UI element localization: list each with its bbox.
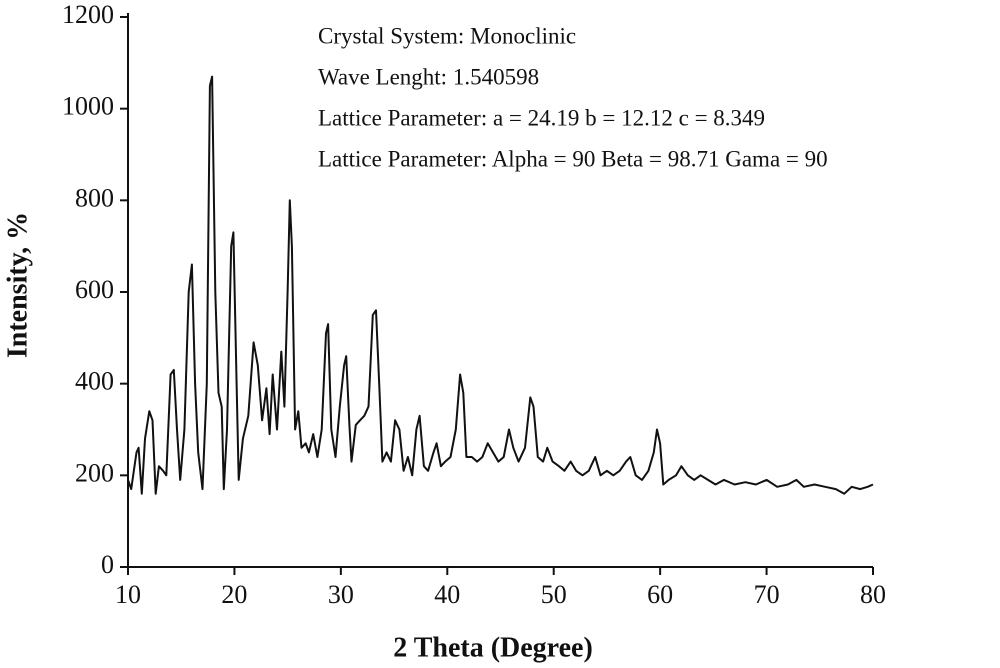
annotation: Wave Lenght: 1.540598 — [318, 64, 539, 89]
x-tick-label: 50 — [541, 580, 567, 609]
x-tick-label: 70 — [754, 580, 780, 609]
x-tick-label: 30 — [328, 580, 354, 609]
x-tick-label: 20 — [221, 580, 247, 609]
y-tick-label: 600 — [75, 275, 114, 304]
x-axis-title: 2 Theta (Degree) — [393, 632, 593, 663]
y-tick-label: 1200 — [62, 0, 114, 29]
line — [127, 75, 874, 495]
x-tick-label: 10 — [115, 580, 141, 609]
y-tick-label: 1000 — [62, 92, 114, 121]
y-tick-label: 400 — [75, 367, 114, 396]
annotation: Lattice Parameter: Alpha = 90 Beta = 98.… — [318, 146, 828, 171]
x-tick-label: 40 — [434, 580, 460, 609]
y-tick-label: 0 — [101, 550, 114, 579]
annotation: Crystal System: Monoclinic — [318, 23, 576, 48]
y-tick-label: 800 — [75, 183, 114, 212]
y-axis-title: Intensity, % — [2, 212, 33, 358]
x-tick-label: 60 — [647, 580, 673, 609]
annotation: Lattice Parameter: a = 24.19 b = 12.12 c… — [318, 105, 765, 130]
x-tick-label: 80 — [860, 580, 886, 609]
y-tick-label: 200 — [75, 458, 114, 487]
